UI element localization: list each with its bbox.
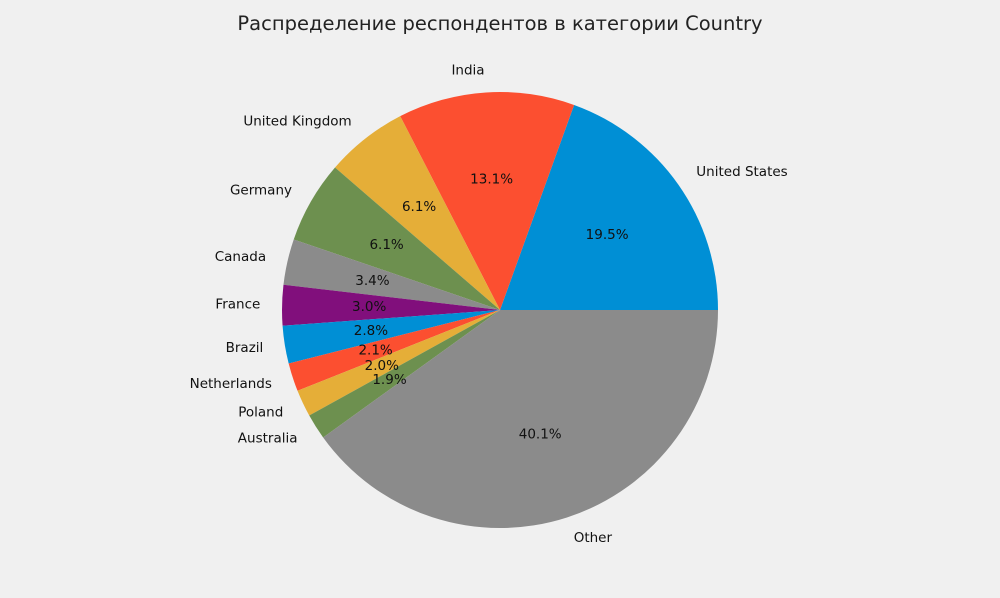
slice-percent-united-states: 19.5%	[586, 227, 629, 243]
slice-percent-germany: 6.1%	[369, 237, 403, 253]
pie-slice-france	[282, 284, 500, 326]
slice-percent-australia: 1.9%	[372, 372, 406, 388]
slice-label-netherlands: Netherlands	[190, 376, 272, 392]
pie-slice-canada	[283, 239, 500, 310]
pie-slice-germany	[293, 167, 500, 310]
slice-percent-poland: 2.0%	[365, 358, 399, 374]
slice-label-united-states: United States	[696, 164, 787, 180]
slice-percent-brazil: 2.8%	[354, 323, 388, 339]
slice-percent-india: 13.1%	[470, 172, 513, 188]
pie-slice-india	[400, 91, 575, 311]
pie-slice-united-kingdom	[335, 116, 500, 311]
chart-title: Распределение респондентов в категории C…	[237, 12, 762, 35]
pie-slice-other	[323, 310, 718, 529]
pie-slice-netherlands	[288, 310, 500, 391]
slice-percent-france: 3.0%	[352, 299, 386, 315]
slice-label-germany: Germany	[230, 183, 292, 199]
slice-label-france: France	[215, 297, 260, 313]
slice-percent-other: 40.1%	[519, 427, 562, 443]
slice-label-canada: Canada	[215, 249, 266, 265]
pie-slice-australia	[309, 310, 500, 438]
slice-label-united-kingdom: United Kingdom	[243, 114, 351, 130]
slice-label-australia: Australia	[238, 430, 298, 446]
slice-label-brazil: Brazil	[226, 340, 264, 356]
pie-slice-united-states	[500, 104, 718, 310]
slice-percent-canada: 3.4%	[355, 273, 389, 289]
pie-slice-poland	[297, 310, 500, 416]
slice-percent-netherlands: 2.1%	[358, 342, 392, 358]
slice-label-other: Other	[574, 530, 613, 546]
slice-percent-united-kingdom: 6.1%	[402, 199, 436, 215]
pie-slices	[282, 91, 718, 529]
slice-labels: United States 19.5% India 13.1% United Kingd…	[190, 63, 788, 547]
slice-label-poland: Poland	[238, 405, 283, 421]
pie-slice-brazil	[282, 310, 500, 364]
slice-label-india: India	[451, 63, 484, 79]
